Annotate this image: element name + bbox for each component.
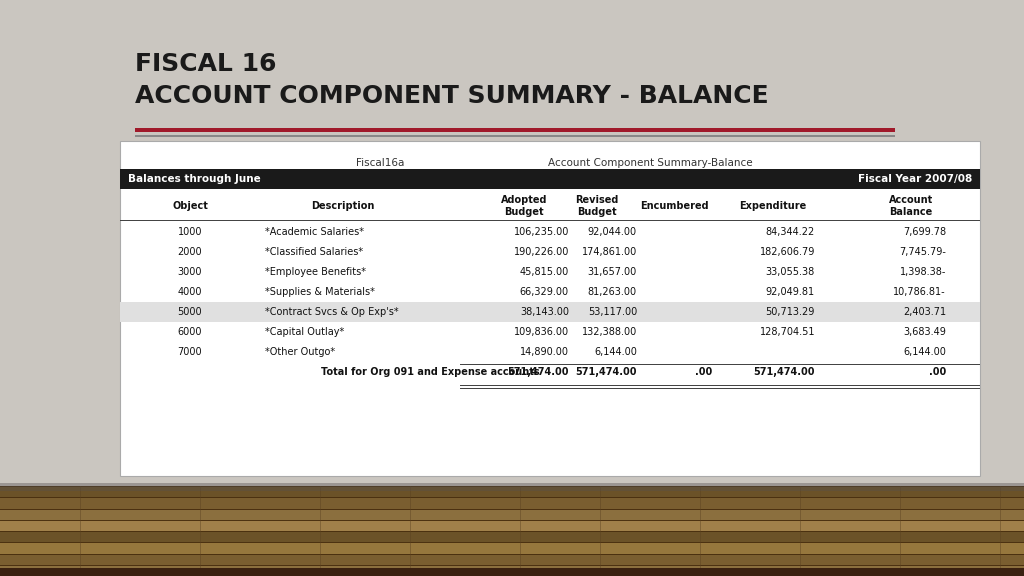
Bar bbox=[0, 564, 1024, 576]
Text: 92,049.81: 92,049.81 bbox=[766, 287, 815, 297]
Bar bbox=[0, 509, 1024, 520]
Text: *Classified Salaries*: *Classified Salaries* bbox=[265, 247, 364, 257]
Text: Description: Description bbox=[311, 201, 375, 211]
Text: Account Component Summary-Balance: Account Component Summary-Balance bbox=[548, 158, 753, 168]
Text: 6,144.00: 6,144.00 bbox=[903, 347, 946, 357]
Text: 571,474.00: 571,474.00 bbox=[754, 367, 815, 377]
Text: Encumbered: Encumbered bbox=[640, 201, 709, 211]
Bar bbox=[460, 388, 980, 389]
Text: 3000: 3000 bbox=[178, 267, 203, 277]
Text: 53,117.00: 53,117.00 bbox=[588, 307, 637, 317]
Text: Expenditure: Expenditure bbox=[739, 201, 807, 211]
Text: 3,683.49: 3,683.49 bbox=[903, 327, 946, 337]
Text: 45,815.00: 45,815.00 bbox=[520, 267, 569, 277]
Text: 38,143.00: 38,143.00 bbox=[520, 307, 569, 317]
Text: 1000: 1000 bbox=[178, 227, 203, 237]
Text: 174,861.00: 174,861.00 bbox=[582, 247, 637, 257]
Text: 92,044.00: 92,044.00 bbox=[588, 227, 637, 237]
Bar bbox=[0, 497, 1024, 509]
Text: ACCOUNT COMPONENT SUMMARY - BALANCE: ACCOUNT COMPONENT SUMMARY - BALANCE bbox=[135, 84, 769, 108]
Text: *Academic Salaries*: *Academic Salaries* bbox=[265, 227, 364, 237]
Text: 31,657.00: 31,657.00 bbox=[588, 267, 637, 277]
Text: 132,388.00: 132,388.00 bbox=[582, 327, 637, 337]
Bar bbox=[120, 141, 980, 476]
Text: .00: .00 bbox=[929, 367, 946, 377]
Bar bbox=[135, 128, 895, 132]
Text: Object: Object bbox=[172, 201, 208, 211]
Text: 7000: 7000 bbox=[178, 347, 203, 357]
Text: 571,474.00: 571,474.00 bbox=[575, 367, 637, 377]
Text: 50,713.29: 50,713.29 bbox=[766, 307, 815, 317]
Text: 7,745.79-: 7,745.79- bbox=[899, 247, 946, 257]
Bar bbox=[0, 486, 1024, 497]
Bar bbox=[120, 169, 980, 189]
Text: 7,699.78: 7,699.78 bbox=[903, 227, 946, 237]
Text: Fiscal16a: Fiscal16a bbox=[355, 158, 404, 168]
Text: Account
Balance: Account Balance bbox=[889, 195, 933, 217]
Text: 66,329.00: 66,329.00 bbox=[520, 287, 569, 297]
Bar bbox=[0, 520, 1024, 531]
Bar bbox=[0, 568, 1024, 576]
Bar bbox=[0, 542, 1024, 554]
Bar bbox=[120, 302, 980, 322]
Bar bbox=[0, 554, 1024, 564]
Text: 6000: 6000 bbox=[178, 327, 203, 337]
Text: Adopted
Budget: Adopted Budget bbox=[501, 195, 547, 217]
Text: 1,398.38-: 1,398.38- bbox=[900, 267, 946, 277]
Text: *Other Outgo*: *Other Outgo* bbox=[265, 347, 335, 357]
Text: 14,890.00: 14,890.00 bbox=[520, 347, 569, 357]
Bar bbox=[120, 220, 980, 221]
Bar bbox=[0, 531, 1024, 542]
Text: Balances through June: Balances through June bbox=[128, 174, 261, 184]
Text: *Contract Svcs & Op Exp's*: *Contract Svcs & Op Exp's* bbox=[265, 307, 398, 317]
Bar bbox=[135, 135, 895, 137]
Text: 33,055.38: 33,055.38 bbox=[766, 267, 815, 277]
Text: 6,144.00: 6,144.00 bbox=[594, 347, 637, 357]
Text: 106,235.00: 106,235.00 bbox=[514, 227, 569, 237]
Text: 128,704.51: 128,704.51 bbox=[760, 327, 815, 337]
Text: *Employee Benefits*: *Employee Benefits* bbox=[265, 267, 366, 277]
Text: FISCAL 16: FISCAL 16 bbox=[135, 52, 276, 76]
Text: *Supplies & Materials*: *Supplies & Materials* bbox=[265, 287, 375, 297]
Bar bbox=[0, 483, 1024, 491]
Text: Revised
Budget: Revised Budget bbox=[575, 195, 618, 217]
Text: 2,403.71: 2,403.71 bbox=[903, 307, 946, 317]
Text: 182,606.79: 182,606.79 bbox=[760, 247, 815, 257]
Text: 571,474.00: 571,474.00 bbox=[508, 367, 569, 377]
Text: Total for Org 091 and Expense accounts: Total for Org 091 and Expense accounts bbox=[322, 367, 540, 377]
Text: .00: .00 bbox=[694, 367, 712, 377]
Text: 81,263.00: 81,263.00 bbox=[588, 287, 637, 297]
Bar bbox=[460, 385, 980, 386]
Text: Fiscal Year 2007/08: Fiscal Year 2007/08 bbox=[858, 174, 972, 184]
Text: 10,786.81-: 10,786.81- bbox=[893, 287, 946, 297]
Text: 84,344.22: 84,344.22 bbox=[766, 227, 815, 237]
Text: 109,836.00: 109,836.00 bbox=[514, 327, 569, 337]
Text: *Capital Outlay*: *Capital Outlay* bbox=[265, 327, 344, 337]
Text: 5000: 5000 bbox=[178, 307, 203, 317]
Bar bbox=[460, 364, 980, 365]
Text: 190,226.00: 190,226.00 bbox=[514, 247, 569, 257]
Text: 4000: 4000 bbox=[178, 287, 203, 297]
Text: 2000: 2000 bbox=[178, 247, 203, 257]
